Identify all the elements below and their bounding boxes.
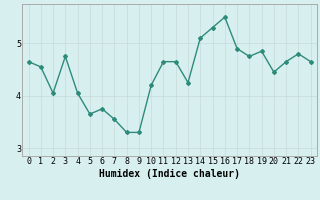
X-axis label: Humidex (Indice chaleur): Humidex (Indice chaleur) [99, 169, 240, 179]
